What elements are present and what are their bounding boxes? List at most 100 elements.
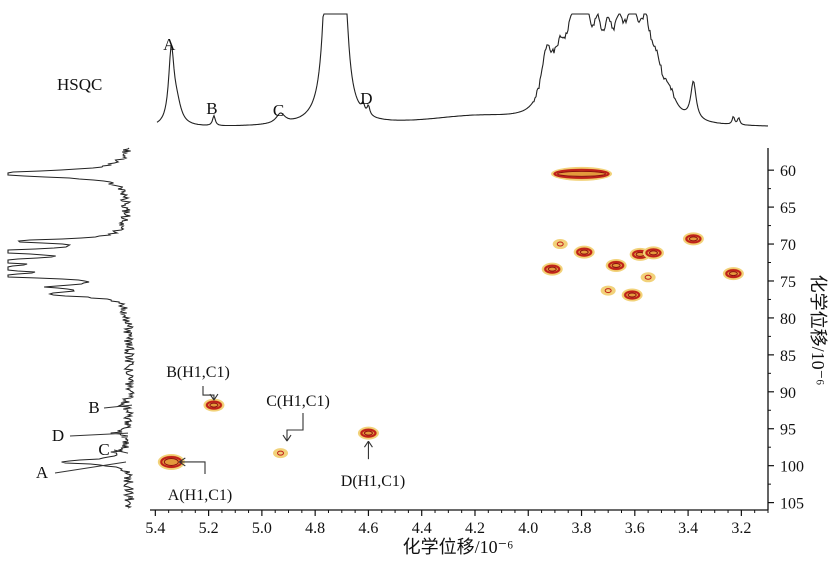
y-tick-label: 60 <box>780 163 796 180</box>
proton-trace <box>156 12 768 127</box>
carbon-trace <box>7 147 135 509</box>
cross-peak <box>640 272 656 283</box>
contour-core <box>644 274 652 280</box>
cross-peak <box>552 239 568 250</box>
carbon-peak-label: D <box>52 426 64 445</box>
contour-center <box>627 292 637 298</box>
y-tick-label: 105 <box>780 496 804 513</box>
plot-axes <box>150 148 769 511</box>
contour-core <box>544 264 561 274</box>
carbon-label-leader <box>113 449 129 454</box>
y-tick-label: 90 <box>780 385 796 402</box>
contour-core <box>576 247 593 257</box>
y-tick-label: 65 <box>780 200 796 217</box>
leader-line <box>286 413 304 442</box>
x-tick-label: 3.4 <box>678 520 698 537</box>
contour-core <box>725 269 742 279</box>
cross-peak <box>273 448 289 459</box>
leader-line <box>179 461 206 474</box>
contour-center <box>611 262 621 268</box>
contour-outer <box>640 272 656 283</box>
peak-label: C(H1,C1) <box>266 393 330 410</box>
contour-center <box>163 457 179 466</box>
peak-label: B(H1,C1) <box>166 364 230 381</box>
cross-peak <box>541 262 563 276</box>
contour-center <box>579 249 589 255</box>
y-tick-label: 100 <box>780 459 804 476</box>
cross-peak <box>357 426 379 440</box>
arrow-head <box>209 393 219 401</box>
carbon-peak-label: B <box>88 398 99 417</box>
contour-core <box>360 428 377 438</box>
carbon-label-leader <box>54 461 127 474</box>
contour-core <box>205 400 222 410</box>
contour-center <box>547 266 557 272</box>
proton-peak-label: C <box>273 101 284 120</box>
arrow-head <box>282 434 292 442</box>
contour-core <box>604 288 612 294</box>
cross-peak <box>551 166 613 181</box>
carbon-peak-label: A <box>36 463 49 482</box>
carbon-label-leader <box>103 404 133 409</box>
arrow-head <box>179 457 186 467</box>
x-tick-label: 4.6 <box>358 520 378 537</box>
contour-core <box>556 241 564 247</box>
contour-core <box>608 260 625 270</box>
peak-label: A(H1,C1) <box>168 487 232 504</box>
contour-center <box>557 170 607 177</box>
x-tick-label: 4.8 <box>305 520 325 537</box>
cross-peak <box>203 398 225 412</box>
y-axis-ticks: 60 65 70 75 80 85 90 95 100 105 <box>768 163 804 513</box>
contour-core <box>624 290 641 300</box>
cross-peak <box>573 245 595 259</box>
x-axis-ticks: 5.4 5.2 5.0 4.8 4.6 4.4 4.2 4.0 3.8 3.6 3.4 3.2 <box>145 510 769 537</box>
y-axis-label: 化学位移/10⁻⁶ <box>808 275 828 386</box>
chart-title: HSQC <box>57 75 102 94</box>
contour-center <box>688 236 698 242</box>
leader-line <box>202 386 215 401</box>
x-tick-label: 5.2 <box>199 520 219 537</box>
x-tick-label: 4.2 <box>465 520 485 537</box>
contour-core <box>645 248 662 258</box>
x-tick-label: 5.4 <box>145 520 165 537</box>
carbon-peak-label: C <box>98 440 109 459</box>
carbon-projection: A B C D <box>7 147 135 509</box>
x-tick-label: 3.8 <box>572 520 592 537</box>
cross-peak <box>642 246 664 260</box>
proton-projection: A B C D <box>156 12 768 127</box>
cross-peak <box>600 285 616 296</box>
contour-outer <box>600 285 616 296</box>
y-tick-label: 75 <box>780 274 796 291</box>
carbon-label-leader <box>69 432 129 437</box>
contour-core <box>277 450 285 456</box>
proton-peak-label: B <box>206 99 217 118</box>
x-tick-label: 4.4 <box>412 520 432 537</box>
y-tick-label: 85 <box>780 348 796 365</box>
cross-peak <box>722 267 744 281</box>
cross-peak <box>621 288 643 302</box>
cross-peaks <box>157 166 744 470</box>
contour-outer <box>552 239 568 250</box>
peak-label: D(H1,C1) <box>341 473 405 490</box>
cross-peak <box>682 232 704 246</box>
y-tick-label: 95 <box>780 422 796 439</box>
x-tick-label: 3.2 <box>731 520 751 537</box>
x-tick-label: 4.0 <box>518 520 538 537</box>
y-tick-label: 80 <box>780 311 796 328</box>
contour-center <box>209 402 219 408</box>
contour-core <box>685 234 702 244</box>
peak-annotations: A(H1,C1) B(H1,C1) C(H1,C1) D(H1,C1) <box>166 364 405 504</box>
contour-core <box>553 168 610 179</box>
contour-outer <box>273 448 289 459</box>
cross-peak <box>605 258 627 272</box>
arrow-head <box>363 440 373 448</box>
y-tick-label: 70 <box>780 237 796 254</box>
contour-center <box>728 271 738 277</box>
cross-peak <box>157 453 185 470</box>
contour-center <box>648 250 658 256</box>
proton-peak-label: A <box>163 35 176 54</box>
x-tick-label: 5.0 <box>252 520 272 537</box>
x-axis-label: 化学位移/10⁻⁶ <box>403 537 514 557</box>
